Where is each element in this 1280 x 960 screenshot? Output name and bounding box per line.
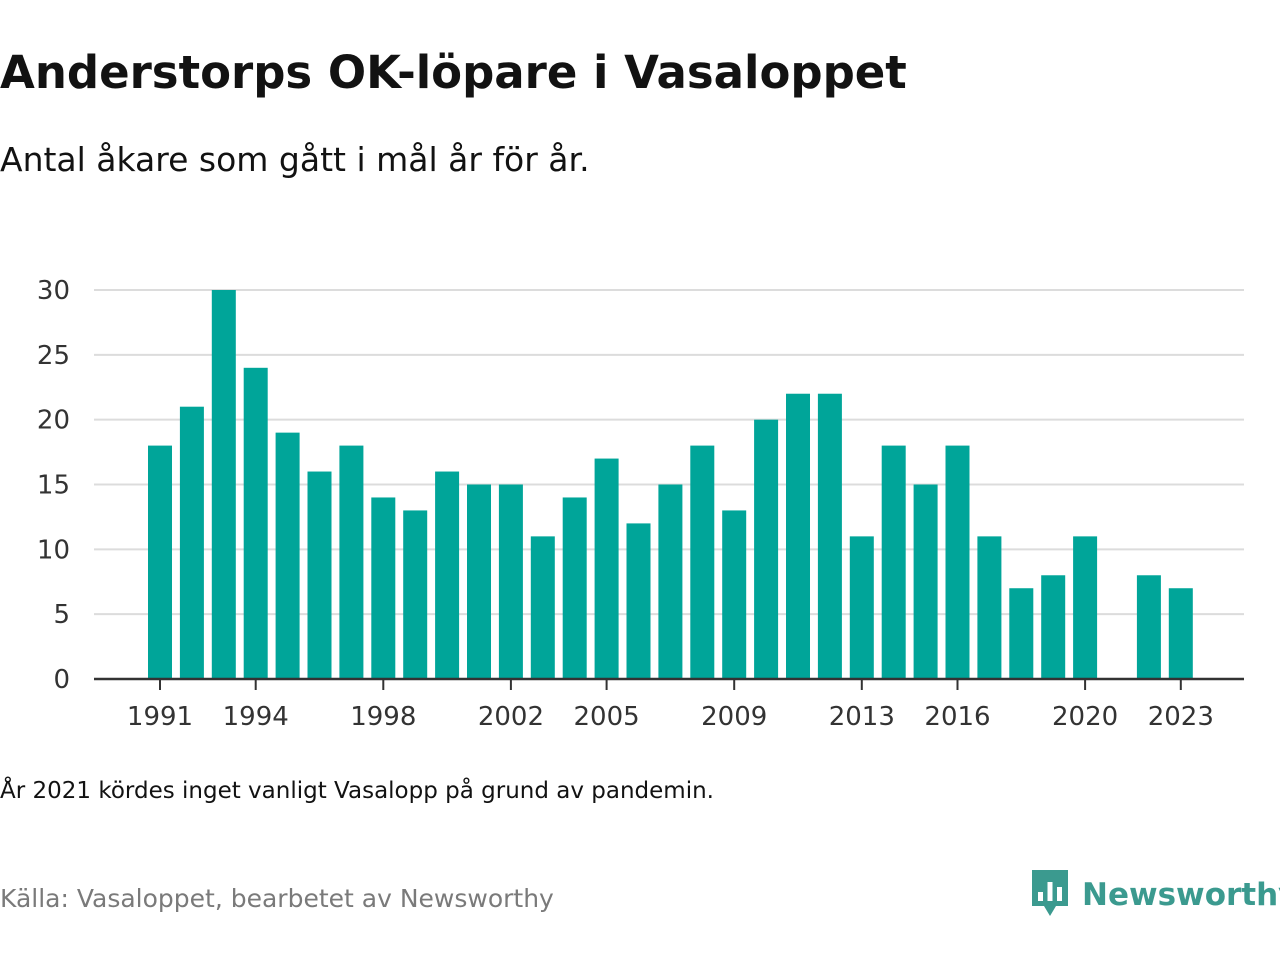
brand-logo: Newsworthy xyxy=(1030,868,1280,922)
y-tick-label: 0 xyxy=(53,665,70,695)
bar xyxy=(626,523,651,679)
bar xyxy=(467,484,491,679)
x-tick-label: 2005 xyxy=(574,702,640,732)
bar xyxy=(243,367,268,679)
bar xyxy=(275,432,300,679)
bar-chart-speech-bubble-icon xyxy=(1030,868,1070,922)
chart-title: Anderstorps OK-löpare i Vasaloppet xyxy=(0,46,907,99)
bars xyxy=(148,290,1193,679)
x-tick-label: 1994 xyxy=(223,702,289,732)
footnote: År 2021 kördes inget vanligt Vasalopp på… xyxy=(0,778,714,804)
x-tick-label: 1991 xyxy=(127,702,193,732)
bar xyxy=(1009,588,1034,679)
brand-name: Newsworthy xyxy=(1082,877,1280,913)
bar xyxy=(530,536,555,679)
x-tick-label: 2013 xyxy=(829,702,895,732)
y-tick-label: 25 xyxy=(37,341,70,371)
y-tick-label: 10 xyxy=(37,535,70,565)
bar xyxy=(977,536,1002,679)
y-tick-label: 5 xyxy=(53,600,70,630)
x-tick-label: 2002 xyxy=(478,702,544,732)
x-tick-label: 2009 xyxy=(701,702,767,732)
bar xyxy=(148,445,172,679)
bar xyxy=(722,510,747,679)
bar xyxy=(754,419,779,679)
bar xyxy=(594,458,619,679)
bar xyxy=(211,290,236,679)
x-tick-label: 2023 xyxy=(1148,702,1214,732)
y-tick-label: 15 xyxy=(37,471,70,501)
bar xyxy=(371,497,396,679)
bar xyxy=(1168,588,1193,679)
bar xyxy=(1136,575,1161,679)
bar xyxy=(817,393,842,679)
y-tick-label: 20 xyxy=(37,406,70,436)
bar xyxy=(690,445,715,679)
bar xyxy=(1073,536,1098,679)
bar xyxy=(945,445,970,679)
bar xyxy=(1041,575,1066,679)
bar xyxy=(658,484,683,679)
bar xyxy=(403,510,428,679)
y-tick-label: 30 xyxy=(37,276,70,306)
x-tick-label: 2020 xyxy=(1052,702,1118,732)
bar-chart: 0 5 10 15 20 25 30 1991 1994 1998 2002 2005 2009 2013… xyxy=(37,276,1244,732)
bar xyxy=(498,484,523,679)
axes: 0 5 10 15 20 25 30 1991 1994 1998 2002 2005 2009 2013… xyxy=(37,276,1244,732)
x-tick-label: 1998 xyxy=(350,702,416,732)
x-tick-label: 2016 xyxy=(924,702,990,732)
bar xyxy=(913,484,938,679)
bar xyxy=(849,536,874,679)
bar xyxy=(339,445,364,679)
bar xyxy=(435,471,460,679)
bar xyxy=(562,497,587,679)
bar xyxy=(786,393,810,679)
bar xyxy=(307,471,332,679)
chart-subtitle: Antal åkare som gått i mål år för år. xyxy=(0,140,590,179)
source-credit: Källa: Vasaloppet, bearbetet av Newswort… xyxy=(0,884,554,913)
bar xyxy=(881,445,906,679)
bar xyxy=(179,406,204,679)
